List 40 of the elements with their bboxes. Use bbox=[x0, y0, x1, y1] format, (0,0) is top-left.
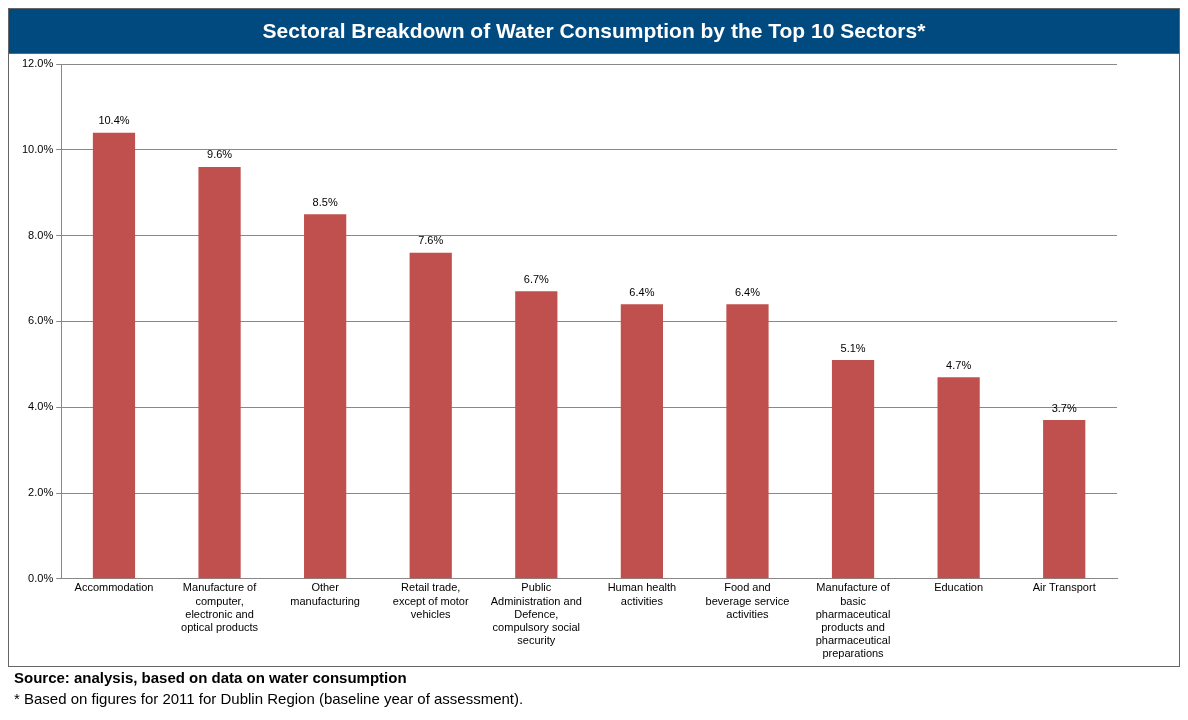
x-tick-label: Human health activities bbox=[607, 581, 677, 607]
data-label: 6.4% bbox=[734, 285, 761, 298]
data-label: 9.6% bbox=[207, 148, 233, 161]
bar bbox=[515, 291, 558, 579]
y-tick-label: 8.0% bbox=[28, 228, 54, 241]
data-label: 5.1% bbox=[840, 341, 866, 354]
x-tick-label: Education bbox=[934, 581, 984, 594]
bar bbox=[92, 132, 136, 579]
x-tick-label: Public Administration and Defence, compulsory social security bbox=[490, 581, 582, 647]
data-label: 8.5% bbox=[312, 195, 338, 208]
data-label: 10.4% bbox=[98, 114, 130, 127]
data-label: 6.7% bbox=[523, 272, 550, 285]
y-tick-label: 0.0% bbox=[28, 571, 54, 584]
bar bbox=[620, 304, 663, 579]
y-tick-label: 2.0% bbox=[28, 486, 54, 499]
x-tick-label: Accommodation bbox=[74, 581, 154, 594]
y-tick-label: 4.0% bbox=[28, 400, 54, 413]
y-tick-label: 6.0% bbox=[28, 314, 54, 327]
data-label: 7.6% bbox=[418, 234, 444, 247]
bar bbox=[937, 377, 980, 579]
y-tick-label: 10.0% bbox=[21, 142, 54, 155]
text: * Based on figures for 2011 for Dublin Region (baseline year of assessment). bbox=[13, 689, 525, 709]
x-tick-label: Food and beverage service activities bbox=[705, 581, 790, 620]
y-tick-label: 12.0% bbox=[21, 57, 54, 70]
source-note: Source: analysis, based on data on water consumption bbox=[13, 668, 408, 688]
x-tick-label: Retail trade, except of motor vehicles bbox=[392, 581, 469, 620]
bar bbox=[726, 304, 769, 579]
bar bbox=[831, 360, 875, 579]
x-tick-label: Other manufacturing bbox=[290, 581, 360, 607]
data-label: 6.4% bbox=[629, 285, 655, 298]
chart-title: Sectoral Breakdown of Water Consumption by the Top 10 Sectors* bbox=[8, 8, 1180, 54]
bar bbox=[409, 252, 452, 579]
data-label: 3.7% bbox=[1051, 401, 1077, 414]
bar bbox=[304, 214, 347, 579]
bar bbox=[198, 166, 241, 579]
x-tick-label: Manufacture of computer, electronic and optical products bbox=[181, 581, 259, 634]
x-tick-label: Manufacture of basic pharmaceutical products and pharmaceutical preparations bbox=[815, 581, 891, 660]
bar bbox=[1043, 420, 1086, 579]
x-tick-label: Air Transport bbox=[1032, 581, 1096, 594]
data-label: 4.7% bbox=[946, 358, 972, 371]
